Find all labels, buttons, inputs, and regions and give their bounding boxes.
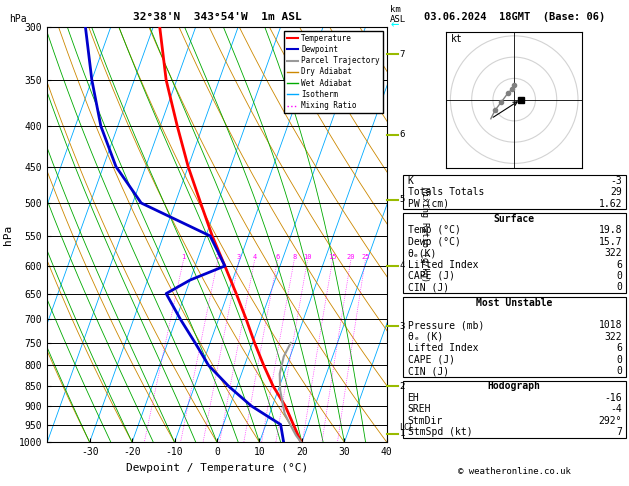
- Text: 4: 4: [252, 254, 257, 260]
- Text: hPa: hPa: [9, 14, 27, 24]
- Legend: Temperature, Dewpoint, Parcel Trajectory, Dry Adiabat, Wet Adiabat, Isotherm, Mi: Temperature, Dewpoint, Parcel Trajectory…: [284, 31, 383, 113]
- Text: Totals Totals: Totals Totals: [408, 187, 484, 197]
- Text: 1: 1: [181, 254, 186, 260]
- Text: Hodograph: Hodograph: [487, 382, 541, 392]
- X-axis label: Dewpoint / Temperature (°C): Dewpoint / Temperature (°C): [126, 463, 308, 473]
- Text: 10: 10: [303, 254, 312, 260]
- Text: Surface: Surface: [494, 214, 535, 224]
- Text: 6: 6: [276, 254, 279, 260]
- Text: 3: 3: [399, 322, 405, 331]
- Text: 6: 6: [616, 260, 622, 270]
- Text: -16: -16: [604, 393, 622, 403]
- Text: 0: 0: [616, 282, 622, 293]
- Text: 2: 2: [399, 382, 405, 391]
- Text: 15.7: 15.7: [599, 237, 622, 247]
- Text: Lifted Index: Lifted Index: [408, 260, 478, 270]
- Text: 3: 3: [237, 254, 241, 260]
- Text: PW (cm): PW (cm): [408, 198, 448, 208]
- Text: K: K: [408, 175, 413, 186]
- Text: EH: EH: [408, 393, 420, 403]
- Text: 7: 7: [616, 427, 622, 437]
- Text: 0: 0: [616, 355, 622, 365]
- Text: 32°38'N  343°54'W  1m ASL: 32°38'N 343°54'W 1m ASL: [133, 12, 301, 22]
- Text: 1: 1: [399, 429, 405, 438]
- Text: 19.8: 19.8: [599, 225, 622, 235]
- Text: 6: 6: [616, 343, 622, 353]
- Text: 1018: 1018: [599, 320, 622, 330]
- Text: Temp (°C): Temp (°C): [408, 225, 460, 235]
- Text: θₑ (K): θₑ (K): [408, 332, 443, 342]
- Text: Mixing Ratio (g/kg): Mixing Ratio (g/kg): [420, 187, 429, 282]
- Text: 292°: 292°: [599, 416, 622, 426]
- Text: -4: -4: [610, 404, 622, 415]
- Text: StmDir: StmDir: [408, 416, 443, 426]
- Text: 29: 29: [610, 187, 622, 197]
- Text: 7: 7: [399, 50, 405, 59]
- Text: 4: 4: [399, 261, 405, 270]
- Text: 15: 15: [328, 254, 337, 260]
- Text: 25: 25: [361, 254, 370, 260]
- Text: 0: 0: [616, 271, 622, 281]
- Text: StmSpd (kt): StmSpd (kt): [408, 427, 472, 437]
- Text: 0: 0: [616, 366, 622, 376]
- Text: Most Unstable: Most Unstable: [476, 297, 552, 308]
- Text: SREH: SREH: [408, 404, 431, 415]
- Text: Pressure (mb): Pressure (mb): [408, 320, 484, 330]
- Text: kt: kt: [450, 34, 462, 44]
- Text: 03.06.2024  18GMT  (Base: 06): 03.06.2024 18GMT (Base: 06): [423, 12, 605, 22]
- Text: 322: 322: [604, 248, 622, 258]
- Text: 1.62: 1.62: [599, 198, 622, 208]
- Text: CIN (J): CIN (J): [408, 366, 448, 376]
- Text: Dewp (°C): Dewp (°C): [408, 237, 460, 247]
- Text: CIN (J): CIN (J): [408, 282, 448, 293]
- Text: ←: ←: [391, 17, 399, 31]
- Text: 322: 322: [604, 332, 622, 342]
- Text: 6: 6: [399, 130, 405, 139]
- Text: 2: 2: [216, 254, 220, 260]
- Text: 5: 5: [399, 195, 405, 204]
- Text: Lifted Index: Lifted Index: [408, 343, 478, 353]
- Text: CAPE (J): CAPE (J): [408, 271, 455, 281]
- Text: 20: 20: [347, 254, 355, 260]
- Text: CAPE (J): CAPE (J): [408, 355, 455, 365]
- Text: LCL: LCL: [399, 423, 415, 432]
- Text: -3: -3: [610, 175, 622, 186]
- Text: θₑ(K): θₑ(K): [408, 248, 437, 258]
- Text: © weatheronline.co.uk: © weatheronline.co.uk: [458, 467, 571, 476]
- Text: km
ASL: km ASL: [390, 5, 406, 24]
- Text: 8: 8: [292, 254, 296, 260]
- Y-axis label: hPa: hPa: [3, 225, 13, 244]
